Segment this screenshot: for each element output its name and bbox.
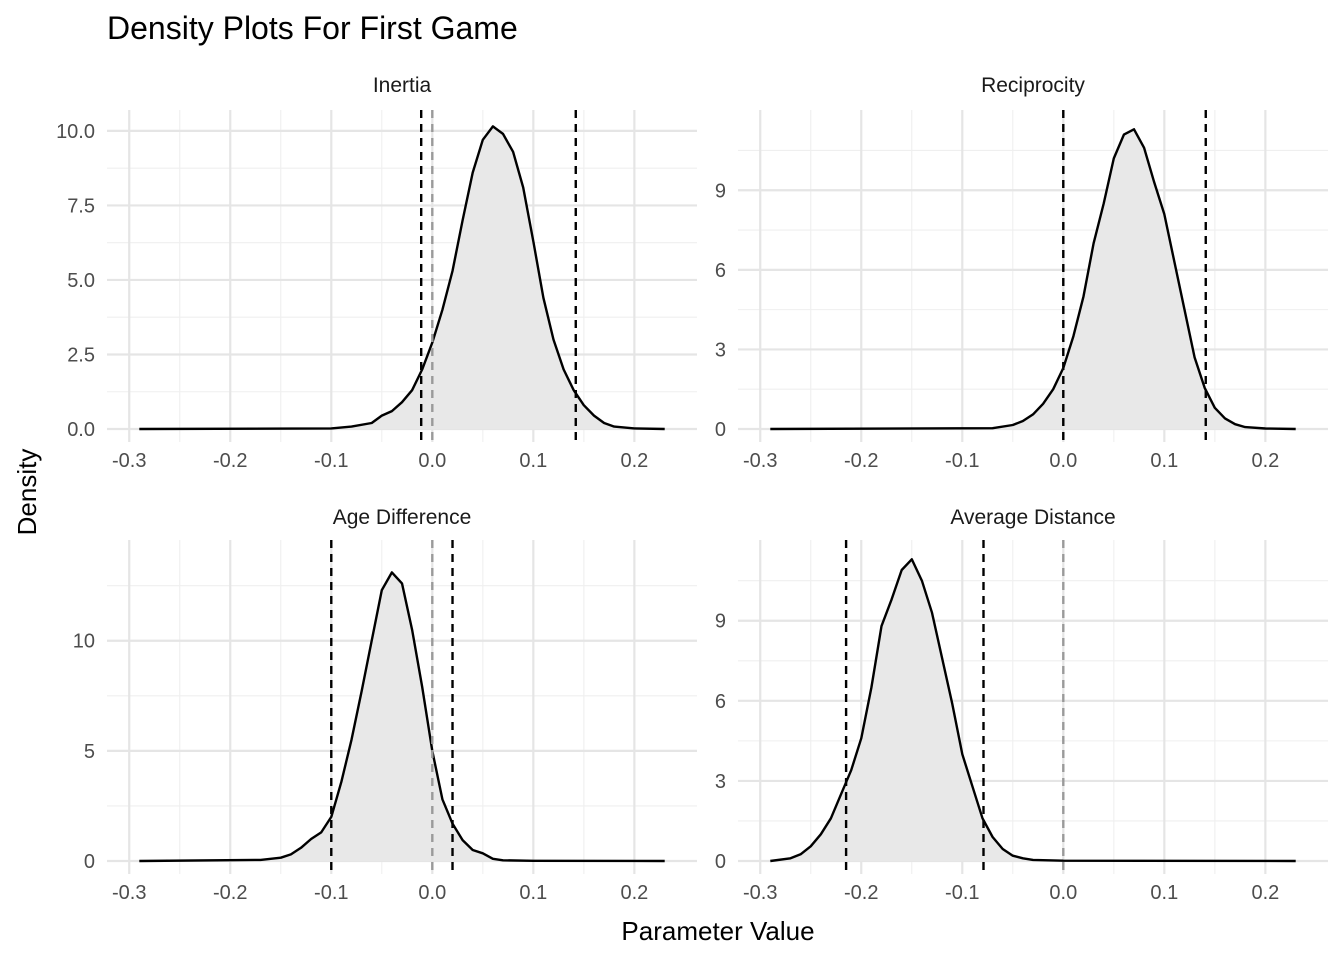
y-axis-title: Density: [12, 449, 42, 536]
x-tick-label: 0.0: [1049, 450, 1077, 472]
x-tick-label: -0.3: [112, 882, 146, 904]
x-tick-label: 0.2: [620, 882, 648, 904]
x-tick-label: 0.1: [519, 882, 547, 904]
panel-average-distance: -0.3 -0.2 -0.1 0.0 0.1 0.2 0 3 6 9 Average Distanc…: [715, 506, 1328, 904]
facet-label: Average Distance: [950, 506, 1115, 529]
x-tick-label: 0.1: [519, 450, 547, 472]
y-tick-label: 0.0: [67, 419, 95, 441]
facet-panels: -0.3 -0.2 -0.1 0.0 0.1 0.2 0.0 2.5 5.0 7.5 10.0 Ine…: [56, 74, 1328, 904]
x-tick-label: 0.2: [1251, 450, 1279, 472]
density-curve: [770, 558, 1296, 863]
x-axis-title: Parameter Value: [621, 916, 814, 946]
density-curve: [770, 128, 1296, 431]
x-tick-label: -0.1: [314, 882, 348, 904]
density-area: [770, 559, 1296, 861]
y-tick-label: 6: [715, 260, 726, 282]
facet-label: Inertia: [373, 74, 432, 97]
y-tick-label: 10: [73, 631, 95, 653]
x-tick-label: 0.2: [620, 450, 648, 472]
density-area: [770, 129, 1296, 430]
y-tick-label: 3: [715, 771, 726, 793]
panel-inertia: -0.3 -0.2 -0.1 0.0 0.1 0.2 0.0 2.5 5.0 7.5 10.0 Ine…: [56, 74, 697, 472]
density-area: [139, 126, 665, 430]
y-tick-label: 5.0: [67, 270, 95, 292]
x-tick-label: 0.0: [418, 882, 446, 904]
x-tick-label: 0.2: [1251, 882, 1279, 904]
x-tick-label: -0.1: [945, 450, 979, 472]
x-tick-label: -0.2: [213, 882, 247, 904]
y-tick-label: 9: [715, 611, 726, 633]
density-curve: [139, 125, 665, 431]
y-tick-label: 9: [715, 180, 726, 202]
y-tick-label: 7.5: [67, 195, 95, 217]
x-tick-label: 0.0: [418, 450, 446, 472]
y-tick-label: 5: [84, 741, 95, 763]
x-tick-label: -0.2: [213, 450, 247, 472]
panel-age-difference: -0.3 -0.2 -0.1 0.0 0.1 0.2 0 5 10 Age Difference: [73, 506, 697, 904]
x-tick-label: 0.1: [1150, 882, 1178, 904]
x-tick-label: -0.3: [743, 882, 777, 904]
x-tick-label: -0.1: [314, 450, 348, 472]
facet-label: Reciprocity: [981, 74, 1085, 97]
y-tick-label: 10.0: [56, 121, 95, 143]
y-tick-label: 6: [715, 691, 726, 713]
y-tick-label: 0: [84, 851, 95, 873]
y-tick-label: 2.5: [67, 344, 95, 366]
y-tick-label: 3: [715, 339, 726, 361]
panel-reciprocity: -0.3 -0.2 -0.1 0.0 0.1 0.2 0 3 6 9 Reciprocity: [715, 74, 1328, 472]
x-tick-label: 0.1: [1150, 450, 1178, 472]
y-tick-label: 0: [715, 851, 726, 873]
density-curve: [139, 571, 665, 863]
facet-label: Age Difference: [333, 506, 472, 529]
y-tick-label: 0: [715, 419, 726, 441]
x-tick-label: -0.3: [112, 450, 146, 472]
x-tick-label: -0.2: [844, 450, 878, 472]
x-tick-label: 0.0: [1049, 882, 1077, 904]
x-tick-label: -0.1: [945, 882, 979, 904]
x-tick-label: -0.2: [844, 882, 878, 904]
x-tick-label: -0.3: [743, 450, 777, 472]
chart-title: Density Plots For First Game: [107, 10, 518, 46]
density-area: [139, 572, 665, 861]
